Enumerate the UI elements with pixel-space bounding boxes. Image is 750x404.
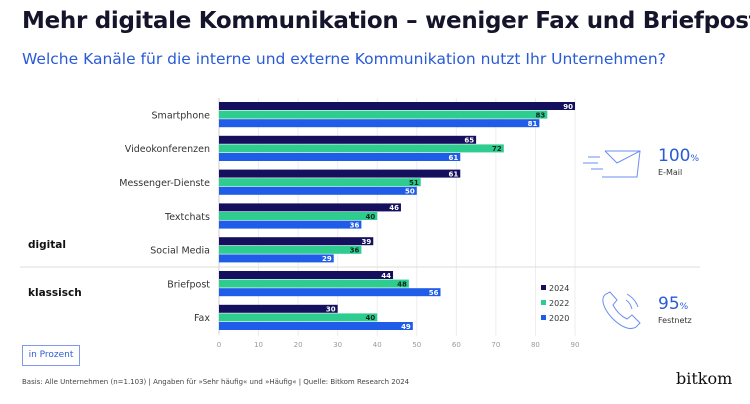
bar-2022 [219,279,409,288]
bar-2024 [219,271,394,279]
legend-swatch-2024 [541,285,546,290]
data-label: 56 [429,289,439,297]
x-tick-label: 0 [217,341,221,349]
group-label-klassisch: klassisch [28,287,82,299]
data-label: 61 [449,170,459,178]
data-label: 90 [563,103,573,111]
bar-2020 [219,322,413,330]
legend-label: 2020 [549,314,569,323]
x-tick-label: 50 [412,341,421,349]
data-label: 29 [322,255,332,263]
data-label: 81 [528,120,538,128]
category-label: Social Media [150,246,210,257]
bar-2022 [219,245,362,254]
kpi-email-label: E-Mail [658,168,683,177]
data-label: 36 [350,247,360,255]
legend-swatch-2022 [541,300,546,305]
bar-2024 [219,203,401,212]
data-label: 46 [389,204,399,212]
data-label: 36 [350,221,360,229]
data-label: 49 [401,323,411,331]
bar-2020 [219,119,540,128]
x-tick-label: 80 [531,341,540,349]
data-label: 40 [365,314,375,322]
bitkom-logo: bitkom [676,369,733,388]
legend-swatch-2020 [541,315,546,320]
bar-2020 [219,153,461,161]
x-tick-label: 20 [294,341,303,349]
bar-2022 [219,110,548,119]
category-label: Fax [194,313,210,324]
bar-2020 [219,254,334,263]
bar-2024 [219,135,477,144]
category-label: Messenger-Dienste [119,178,210,189]
bar-2020 [219,288,441,297]
data-label: 50 [405,188,415,196]
bar-2024 [219,304,338,313]
data-label: 72 [492,145,502,153]
category-label: Briefpost [167,279,210,290]
kpi-email-value: 100% [658,146,700,166]
data-label: 40 [365,213,375,221]
bar-2022 [219,313,378,322]
bar-2022 [219,212,378,220]
bar-2022 [219,144,504,153]
category-label: Textchats [164,212,210,223]
x-tick-label: 60 [452,341,461,349]
x-tick-label: 40 [373,341,382,349]
data-label: 51 [409,179,419,187]
bar-2024 [219,102,575,110]
source-footer: Basis: Alle Unternehmen (n=1.103) | Anga… [22,378,410,386]
bar-2022 [219,178,421,187]
data-label: 61 [449,154,459,162]
bar-2020 [219,220,362,229]
chart-title: Mehr digitale Kommunikation – weniger Fa… [22,8,750,34]
data-label: 65 [464,137,474,145]
bar-2024 [219,237,374,246]
chart-subtitle: Welche Kanäle für die interne und extern… [22,50,666,68]
x-tick-label: 70 [491,341,500,349]
kpi-festnetz-value: 95% [658,294,689,314]
data-label: 39 [362,238,372,246]
x-tick-label: 90 [571,341,580,349]
kpi-festnetz-label: Festnetz [658,316,692,325]
legend-label: 2024 [549,284,569,293]
category-label: Smartphone [152,110,211,121]
x-tick-label: 30 [333,341,342,349]
legend-label: 2022 [549,299,569,308]
data-label: 83 [536,111,546,119]
data-label: 48 [397,280,407,288]
x-tick-label: 10 [254,341,263,349]
bar-2020 [219,186,417,195]
group-label-digital: digital [28,239,66,251]
data-label: 44 [381,272,391,280]
unit-label: in Prozent [22,345,80,366]
bar-2024 [219,169,461,178]
data-label: 30 [326,306,336,314]
category-label: Videokonferenzen [125,144,210,155]
